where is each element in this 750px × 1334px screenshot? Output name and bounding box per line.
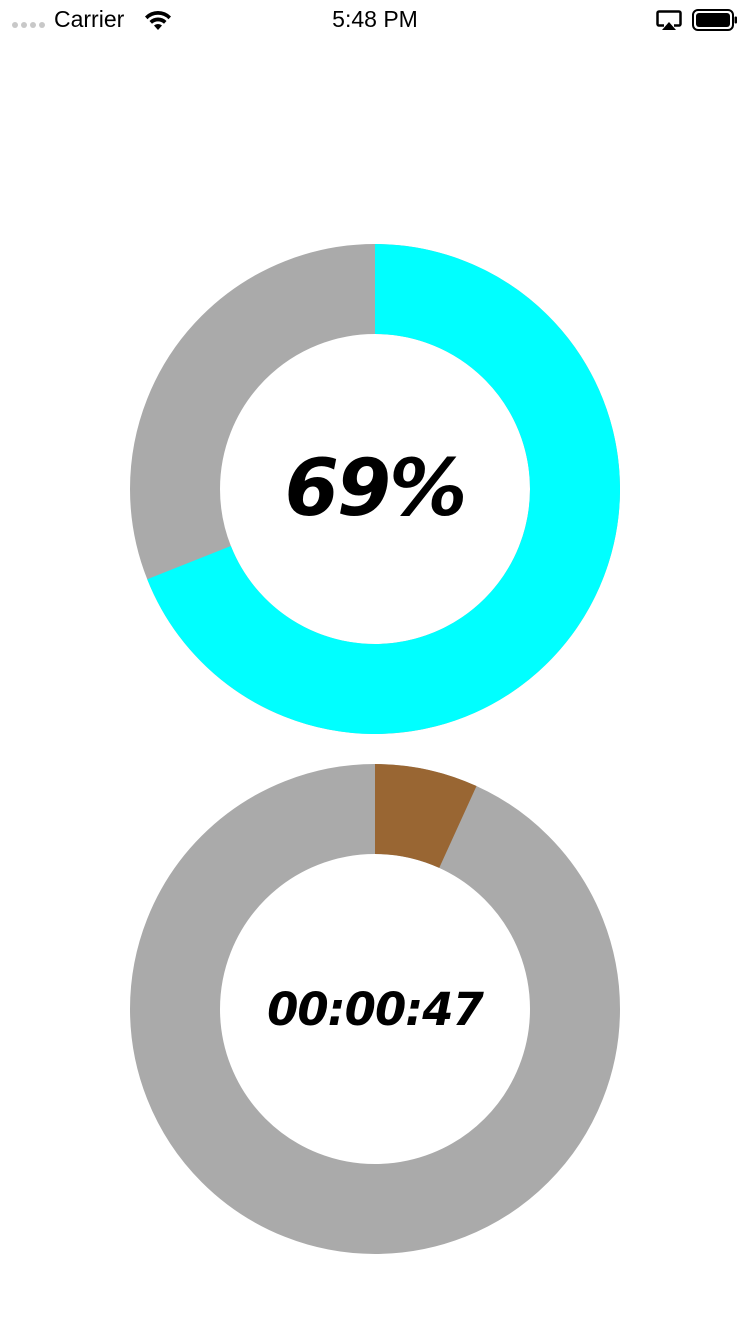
battery-icon [692, 9, 737, 31]
progress-ring-fill [147, 244, 620, 734]
progress-ring: 69% [130, 244, 620, 734]
wifi-icon [145, 10, 171, 30]
status-bar: Carrier 5:48 PM [0, 0, 750, 40]
progress-ring-graphic [130, 244, 620, 734]
timer-ring-graphic [130, 764, 620, 1254]
progress-percent-label: 69% [284, 444, 468, 534]
timer-ring-fill [373, 764, 477, 869]
status-time: 5:48 PM [332, 6, 418, 32]
timer-ring: 00:00:47 [130, 764, 620, 1254]
timer-elapsed-label: 00:00:47 [267, 982, 484, 1036]
carrier-label: Carrier [54, 6, 125, 32]
airplay-icon [656, 10, 682, 30]
signal-dots-icon [12, 22, 45, 28]
